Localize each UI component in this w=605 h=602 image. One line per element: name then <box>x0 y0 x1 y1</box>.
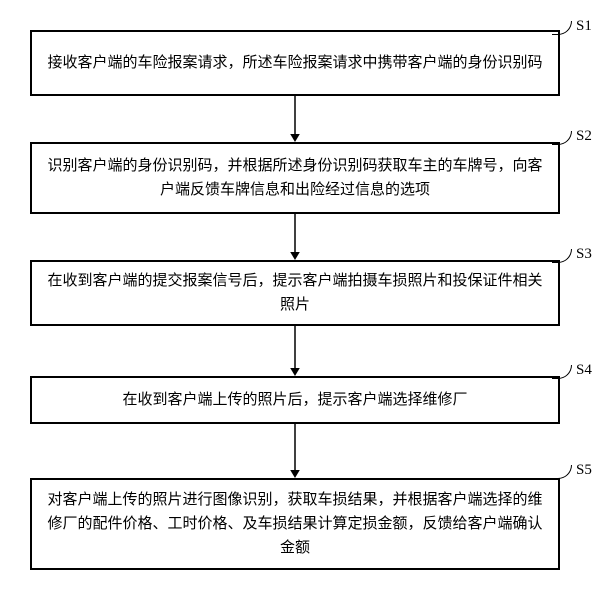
flowchart-canvas: 接收客户端的车险报案请求，所述车险报案请求中携带客户端的身份识别码S1识别客户端… <box>0 0 605 602</box>
flow-arrow-S4-S5 <box>0 0 605 602</box>
